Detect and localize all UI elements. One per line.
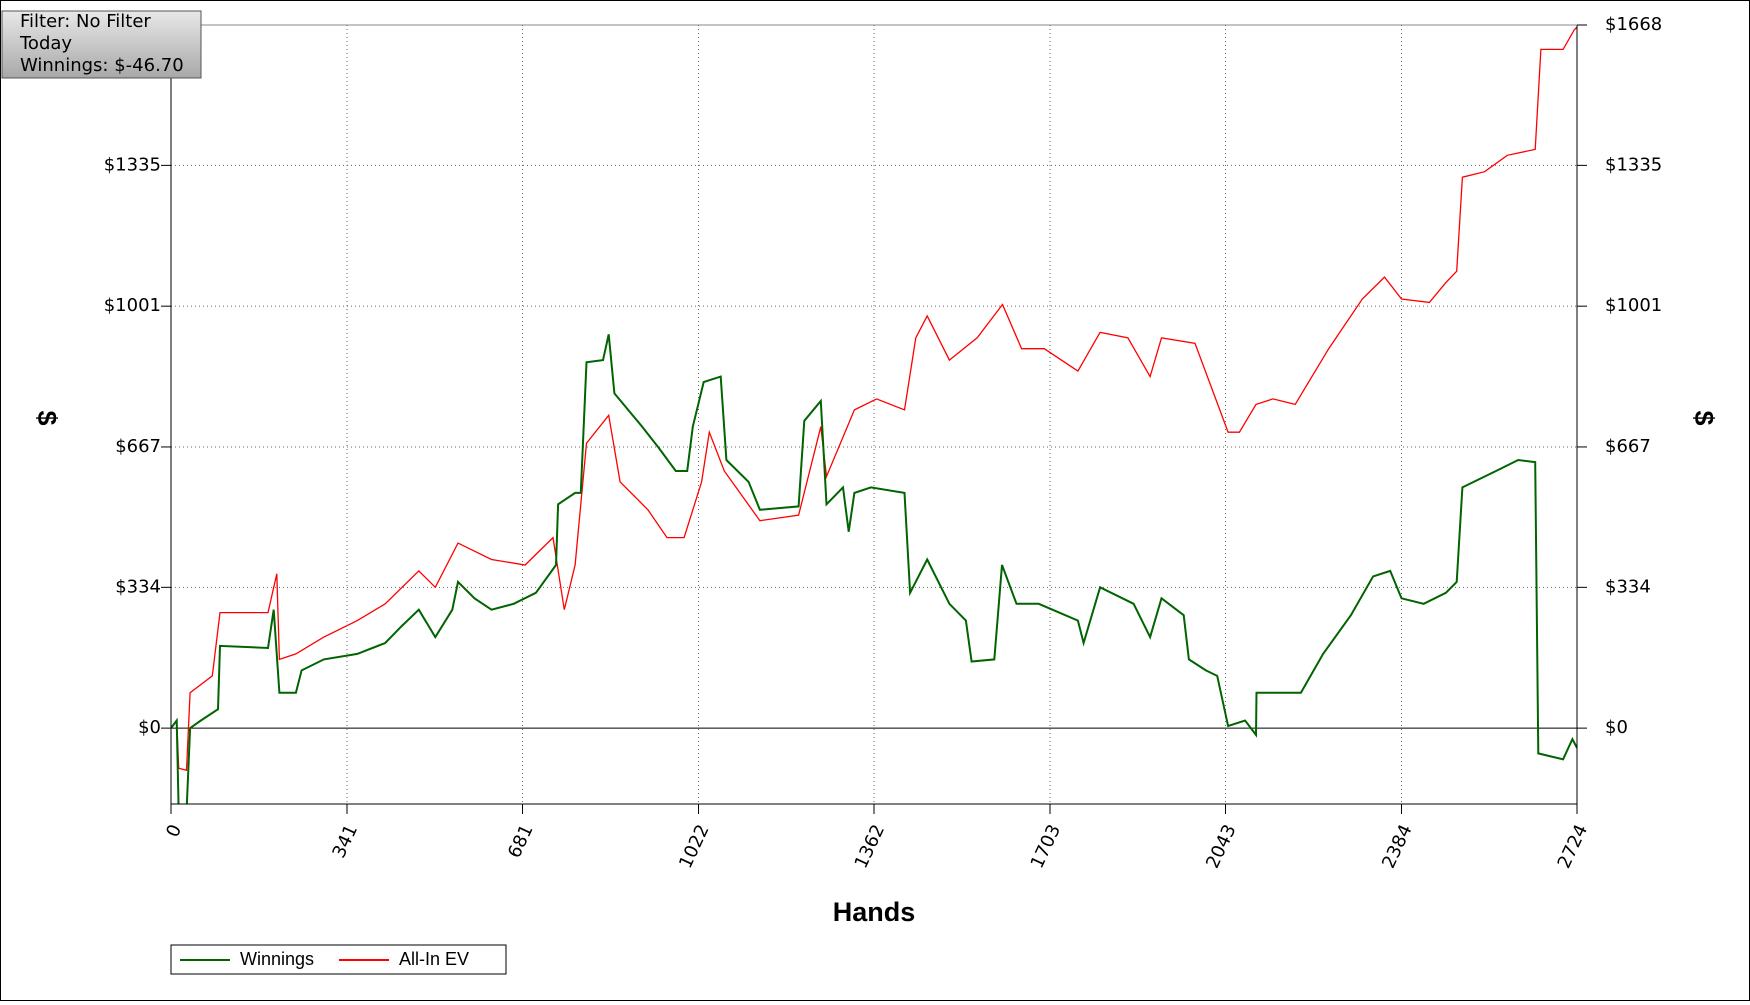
legend: Winnings All-In EV <box>170 944 507 975</box>
info-period: Today <box>19 33 72 54</box>
info-background <box>1 10 202 79</box>
y2-tick-label: $1668 <box>1605 14 1662 35</box>
legend-label: Winnings <box>240 949 314 969</box>
y-axis-label: $ <box>32 410 62 425</box>
y-tick-label: $1335 <box>104 154 161 175</box>
y2-tick-label: $0 <box>1605 717 1628 738</box>
y2-tick-label: $334 <box>1605 576 1651 597</box>
y2-tick-label: $1335 <box>1605 154 1662 175</box>
plot-area <box>171 26 1577 804</box>
y2-tick-label: $667 <box>1605 436 1651 457</box>
y2-axis-label: $ <box>1689 410 1719 425</box>
y-tick-label: $1001 <box>104 295 161 316</box>
y-tick-label: $0 <box>138 717 161 738</box>
legend-label: All-In EV <box>399 949 469 969</box>
info-filter: Filter: No Filter <box>20 11 151 32</box>
info-winnings: Winnings: $-46.70 <box>20 55 184 76</box>
x-axis-label: Hands <box>833 897 916 927</box>
series-line <box>171 334 1577 804</box>
y2-tick-label: $1001 <box>1605 295 1662 316</box>
y-tick-label: $667 <box>115 436 161 457</box>
y-tick-label: $334 <box>115 576 161 597</box>
info-box: Filter: No Filter Today Winnings: $-46.7… <box>1 10 202 79</box>
grid <box>171 24 1577 804</box>
series-line <box>171 26 1577 772</box>
